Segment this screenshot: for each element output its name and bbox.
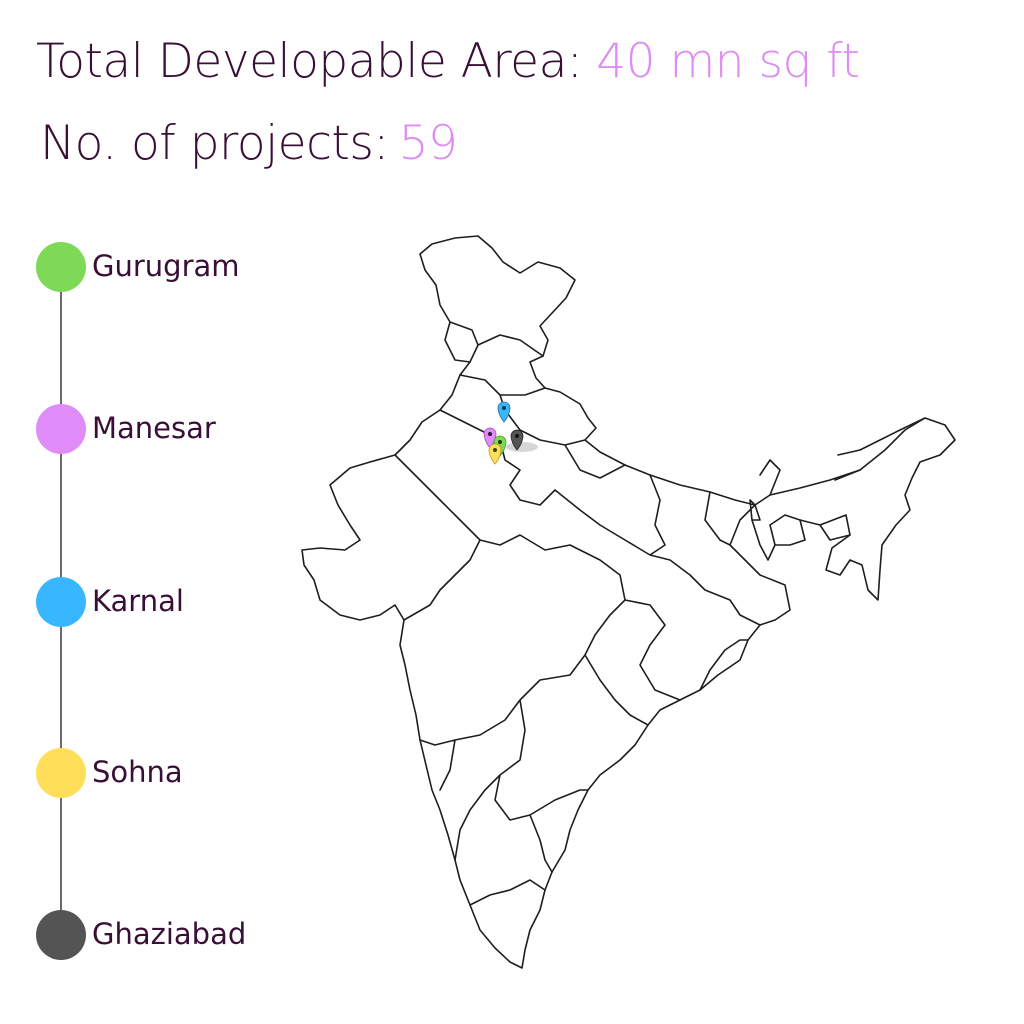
map-pin-icon [510, 429, 524, 451]
map-pin-karnal [497, 401, 511, 423]
legend-label-sohna: Sohna [92, 755, 183, 789]
projects-count-value: 59 [398, 116, 458, 171]
total-area-value: 40 mn sq ft [596, 34, 860, 89]
legend-label-karnal: Karnal [92, 584, 184, 618]
map-pin-icon [488, 443, 502, 465]
legend-label-manesar: Manesar [92, 411, 216, 445]
total-area-stat: Total Developable Area: 40 mn sq ft [36, 34, 860, 89]
legend-label-gurugram: Gurugram [92, 249, 240, 283]
sohna-color-dot [36, 748, 86, 798]
projects-count-stat: No. of projects: 59 [40, 116, 458, 171]
ghaziabad-color-dot [36, 910, 86, 960]
map-pin-ghaziabad [510, 429, 524, 451]
india-outline [301, 235, 956, 969]
gurugram-color-dot [36, 242, 86, 292]
total-area-label: Total Developable Area: [36, 34, 583, 89]
map-pin-icon [497, 401, 511, 423]
manesar-color-dot [36, 404, 86, 454]
projects-count-label: No. of projects: [40, 116, 389, 171]
map-markers [483, 401, 538, 465]
karnal-color-dot [36, 577, 86, 627]
legend-label-ghaziabad: Ghaziabad [92, 917, 247, 951]
marker-shadow [506, 442, 538, 452]
state-boundaries [394, 321, 926, 906]
india-map [301, 235, 956, 969]
map-pin-sohna [488, 443, 502, 465]
